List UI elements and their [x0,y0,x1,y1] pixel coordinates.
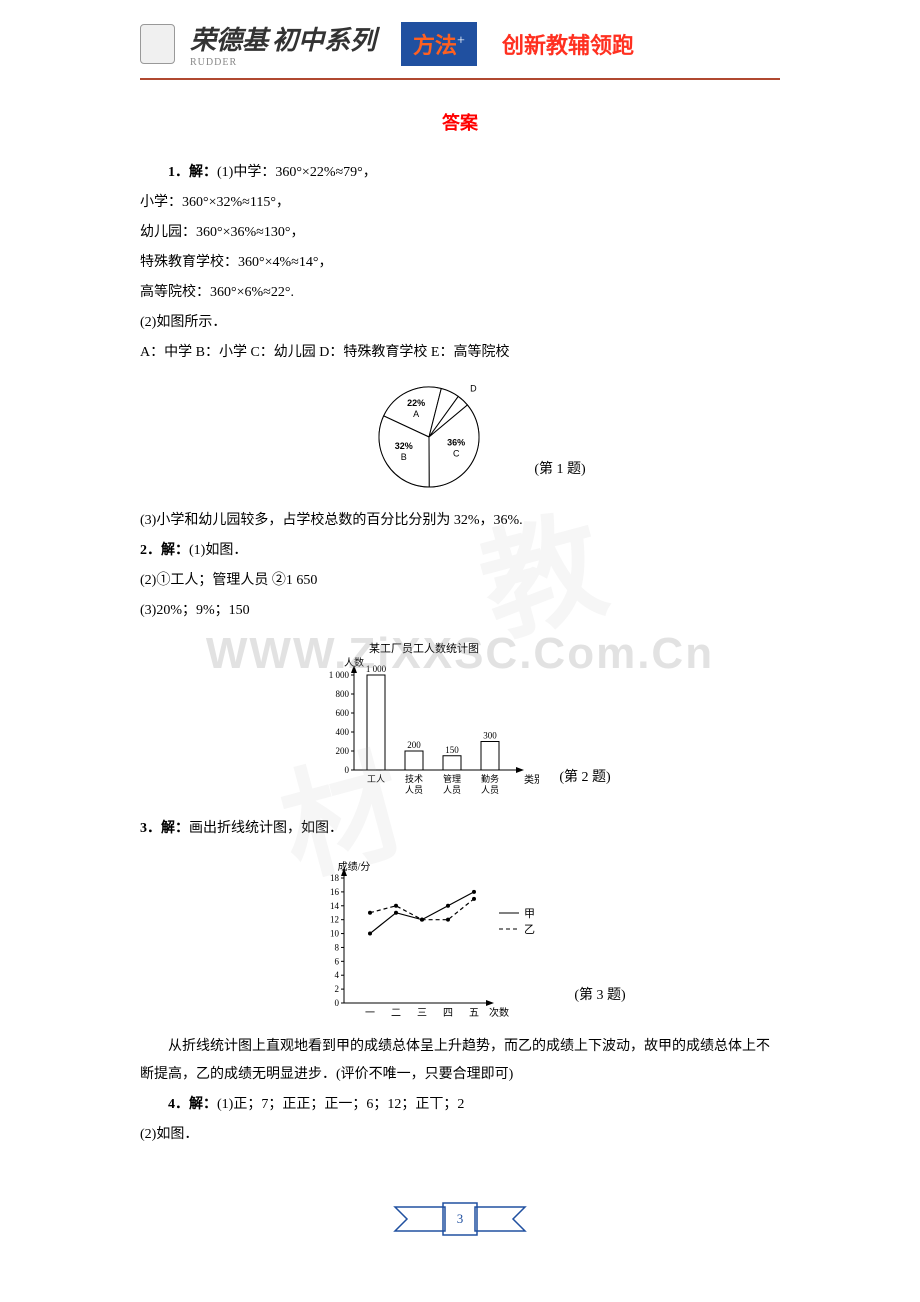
svg-text:36%: 36% [448,438,466,448]
page-footer: 3 [0,1199,920,1249]
q2-figure: WWW.ZiXXSC.Com.Cn 某工厂员工人数统计图 人数 02004006… [140,640,780,800]
svg-text:类别: 类别 [524,773,539,786]
q3-label: 3．解： [140,821,189,836]
svg-text:A: A [413,409,419,419]
header-divider [140,78,780,80]
svg-text:二: 二 [391,1008,401,1018]
fangfa-badge: 方法+ [401,22,477,66]
brand-name: 荣德基 [190,26,268,55]
q2-part3: (3)20%；9%；150 [140,597,780,625]
page-header: 荣德基 初中系列 RUDDER 方法+ 创新教辅领跑 [0,0,920,78]
q1-part1: (1)中学：360°×22%≈79°， [217,165,377,180]
q3-caption: (第 3 题) [574,982,625,1010]
svg-text:16: 16 [330,887,340,897]
q4-part2: (2)如图． [140,1121,780,1149]
svg-text:4: 4 [335,970,340,980]
svg-text:12: 12 [330,915,339,925]
q2-line1: 2．解：(1)如图． [140,537,780,565]
q1-line2: 小学：360°×32%≈115°， [140,189,780,217]
q1-line1: 1．解：(1)中学：360°×22%≈79°， [140,159,780,187]
fangfa-plus: + [457,34,465,49]
q1-part3: (3)小学和幼儿园较多，占学校总数的百分比分别为 32%，36%. [140,507,780,535]
svg-text:10: 10 [330,929,340,939]
svg-text:某工厂员工人数统计图: 某工厂员工人数统计图 [369,642,479,655]
svg-text:200: 200 [408,740,422,750]
svg-text:18: 18 [330,873,340,883]
q1-legend: A：中学 B：小学 C：幼儿园 D：特殊教育学校 E：高等院校 [140,339,780,367]
svg-text:0: 0 [345,765,350,775]
svg-text:勤务: 勤务 [481,773,499,784]
svg-text:2: 2 [335,984,340,994]
q3-text: 画出折线统计图，如图． [189,821,343,836]
svg-text:一: 一 [365,1008,375,1018]
svg-text:人员: 人员 [443,785,461,795]
svg-text:400: 400 [336,727,350,737]
svg-text:D: D [470,383,477,393]
svg-text:1 000: 1 000 [366,664,387,674]
footer-ribbon: 3 [385,1199,535,1239]
q2-caption: (第 2 题) [559,764,610,792]
svg-text:300: 300 [484,731,498,741]
slogan-text: 创新教辅领跑 [502,28,634,60]
svg-text:800: 800 [336,689,350,699]
q2-part2: (2)①工人；管理人员 ②1 650 [140,567,780,595]
svg-text:0: 0 [335,998,340,1008]
svg-text:6: 6 [335,956,340,966]
svg-text:五: 五 [469,1008,479,1018]
svg-text:14: 14 [330,901,340,911]
logo-icon [140,24,175,64]
line-chart-svg: 成绩/分 0 2 4 6 8 10 12 14 16 18 一 二 三 四 五 甲乙 次数 [294,858,554,1018]
svg-text:600: 600 [336,708,350,718]
page-title: 答案 [140,105,780,141]
bar-chart-svg: 某工厂员工人数统计图 人数 02004006008001 000 1 00020… [309,640,539,800]
q2-part1: (1)如图． [189,543,247,558]
svg-text:22%: 22% [407,398,425,408]
fangfa-text: 方法 [413,33,457,58]
q4-line1: 4．解：(1)正；7；正正；正一；6；12；正丅；2 [140,1091,780,1119]
svg-text:150: 150 [446,745,460,755]
svg-text:成绩/分: 成绩/分 [338,860,371,873]
q3-line1: 3．解：画出折线统计图，如图． [140,815,780,843]
series-text: 初中系列 [272,26,376,55]
svg-text:人员: 人员 [481,785,499,795]
svg-text:8: 8 [335,942,340,952]
svg-text:甲: 甲 [524,908,535,920]
q1-line3: 幼儿园：360°×36%≈130°， [140,219,780,247]
q1-caption: (第 1 题) [534,456,585,484]
q1-line5: 高等院校：360°×6%≈22°. [140,279,780,307]
svg-text:技术: 技术 [405,773,423,784]
q4-part1: (1)正；7；正正；正一；6；12；正丅；2 [217,1097,464,1112]
brand-sub: RUDDER [190,57,376,68]
svg-text:1 000: 1 000 [329,670,350,680]
q3-figure: 成绩/分 0 2 4 6 8 10 12 14 16 18 一 二 三 四 五 甲乙 次数 (第 3 题) [140,858,780,1018]
q1-label: 1．解： [168,165,217,180]
svg-text:乙: 乙 [524,923,535,936]
svg-text:B: B [401,452,407,462]
q1-line4: 特殊教育学校：360°×4%≈14°， [140,249,780,277]
svg-text:工人: 工人 [367,774,385,784]
svg-text:C: C [453,449,460,459]
q4-label: 4．解： [168,1097,217,1112]
q2-label: 2．解： [140,543,189,558]
page-number: 3 [457,1211,464,1227]
q3-explain: 从折线统计图上直观地看到甲的成绩总体呈上升趋势，而乙的成绩上下波动，故甲的成绩总… [140,1033,780,1089]
svg-text:人员: 人员 [405,785,423,795]
svg-text:四: 四 [443,1008,453,1018]
svg-text:次数: 次数 [489,1006,509,1018]
svg-text:管理: 管理 [443,773,461,784]
svg-text:200: 200 [336,746,350,756]
pie-svg: 22%A6%E4%D36%C32%B [374,382,514,492]
q1-figure: 22%A6%E4%D36%C32%B (第 1 题) [140,382,780,492]
pie-chart: 22%A6%E4%D36%C32%B [374,382,514,492]
content-area: 答案 1．解：(1)中学：360°×22%≈79°， 小学：360°×32%≈1… [0,105,920,1149]
svg-text:三: 三 [417,1008,427,1018]
svg-text:32%: 32% [395,441,413,451]
q1-part2: (2)如图所示． [140,309,780,337]
